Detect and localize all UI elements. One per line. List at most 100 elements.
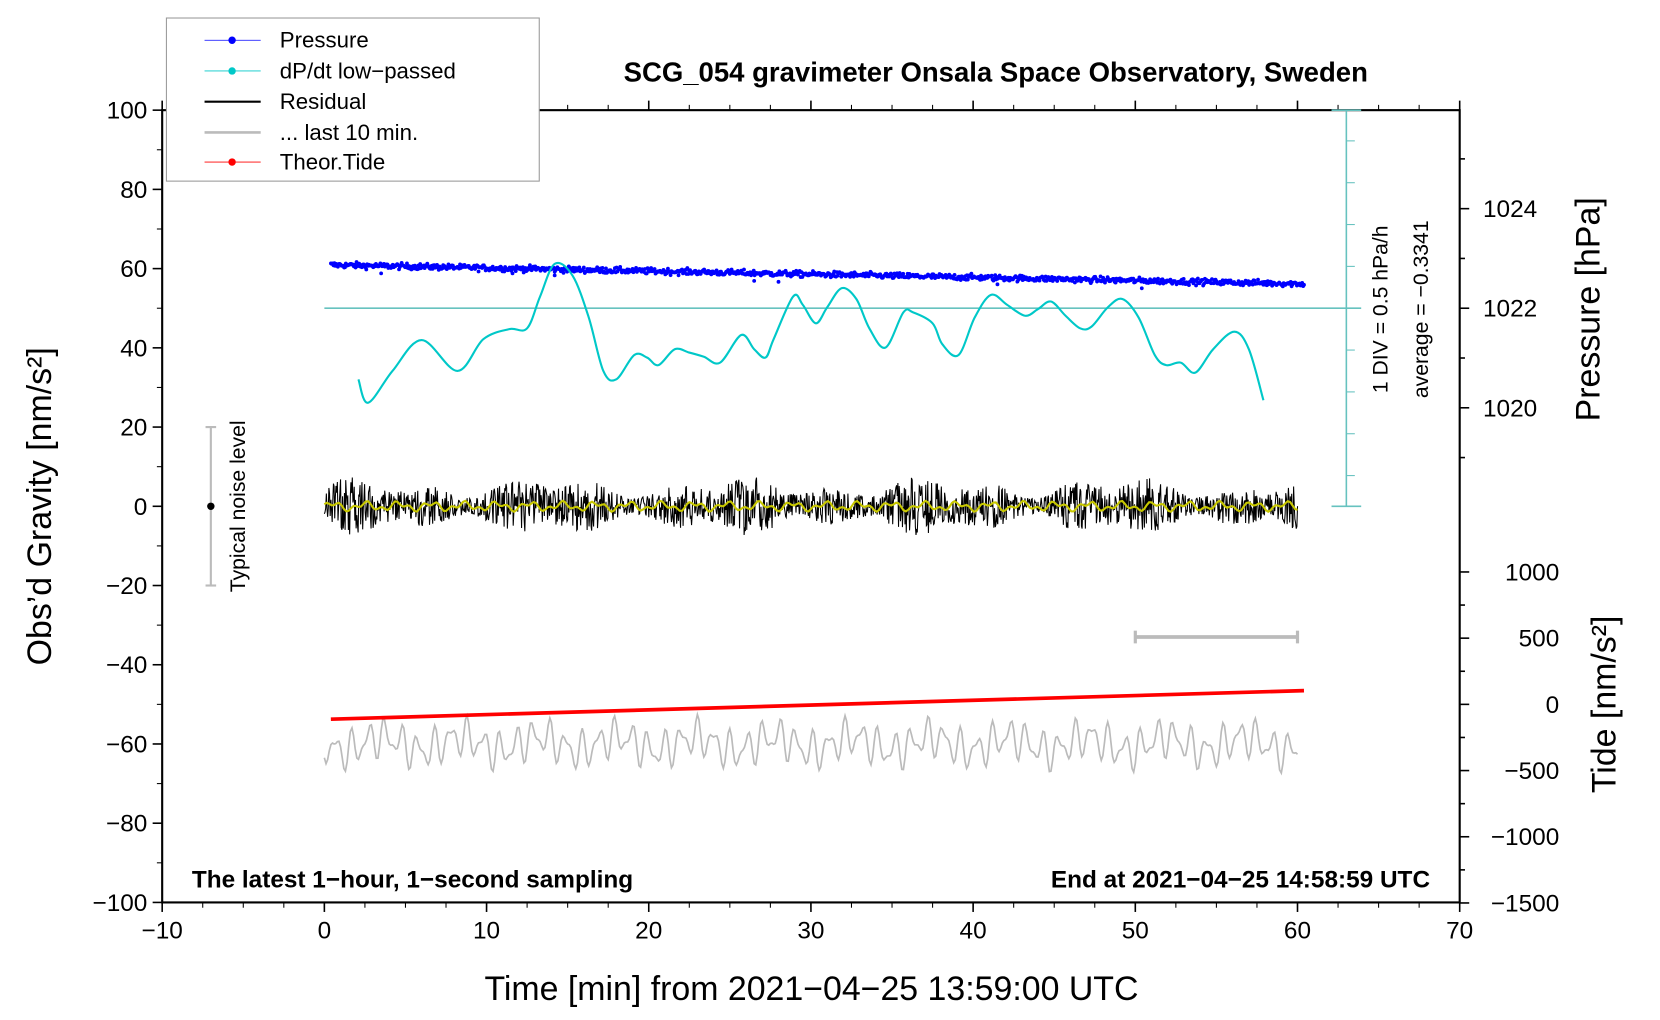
- x-tick-label: 0: [318, 917, 332, 944]
- legend-tide: Theor.Tide: [280, 149, 385, 174]
- pressure-point: [969, 271, 974, 276]
- tide-axis-label: Tide [nm/s²]: [1585, 616, 1623, 794]
- pressure-point: [742, 267, 746, 272]
- pressure-outlier-point: [995, 282, 1000, 287]
- sampling-note: The latest 1−hour, 1−second sampling: [192, 867, 633, 894]
- y-tick-label: −80: [106, 811, 147, 838]
- pressure-point: [702, 267, 707, 272]
- pressure-outlier-point: [510, 271, 515, 276]
- x-tick-label: 70: [1446, 917, 1473, 944]
- tide-tick-label: 1000: [1505, 559, 1559, 586]
- y-tick-label: −100: [92, 890, 147, 917]
- div-scale-note: 1 DIV = 0.5 hPa/h: [1370, 225, 1393, 393]
- y-tick-label: 100: [107, 98, 148, 125]
- legend-tide-marker: [228, 158, 236, 166]
- x-tick-label: −10: [142, 917, 183, 944]
- pressure-tick-label: 1020: [1483, 395, 1537, 422]
- pressure-point: [668, 273, 673, 278]
- legend-dpdt: dP/dt low−passed: [280, 58, 456, 83]
- pressure-point: [1302, 282, 1306, 287]
- pressure-point: [769, 270, 774, 275]
- pressure-point: [1191, 281, 1196, 286]
- y-axis-label: Obs’d Gravity [nm/s²]: [21, 347, 59, 665]
- last10min-line: [323, 711, 1299, 776]
- pressure-point: [1101, 275, 1106, 280]
- pressure-outlier-point: [552, 273, 557, 278]
- pressure-point: [581, 265, 586, 270]
- y-tick-label: −20: [106, 573, 147, 600]
- pressure-point: [1187, 283, 1191, 288]
- tide-tick-label: 500: [1519, 626, 1560, 653]
- legend-dpdt-marker: [228, 67, 236, 75]
- pressure-point: [513, 269, 518, 274]
- series-layer: [205, 109, 1362, 776]
- tide-line: [330, 688, 1305, 722]
- legend-pressure-marker: [228, 36, 236, 44]
- x-axis-label: Time [min] from 2021−04−25 13:59:00 UTC: [484, 970, 1138, 1008]
- pressure-point: [901, 271, 906, 276]
- dpdt-line: [357, 261, 1265, 404]
- noise-level-dot: [207, 502, 215, 510]
- pressure-point: [1194, 283, 1198, 288]
- x-tick-label: 20: [635, 917, 662, 944]
- tide-tick-label: −500: [1504, 758, 1559, 785]
- pressure-point: [476, 269, 481, 274]
- x-tick-label: 60: [1284, 917, 1311, 944]
- x-tick-label: 50: [1122, 917, 1149, 944]
- axes: −10 0 10 20 30 40 50 60 70−100−80−60−40−20020406…: [92, 98, 1559, 945]
- pressure-point: [561, 270, 566, 275]
- pressure-point: [989, 273, 994, 278]
- tide-tick-label: −1000: [1491, 824, 1559, 851]
- pressure-outlier-point: [1139, 286, 1144, 291]
- pressure-point: [1195, 276, 1200, 281]
- pressure-outlier-point: [776, 279, 781, 284]
- pressure-tick-label: 1022: [1483, 296, 1537, 323]
- x-tick-label: 30: [797, 917, 824, 944]
- legend: Pressure dP/dt low−passed Residual ... l…: [165, 17, 540, 182]
- pressure-point: [835, 273, 840, 278]
- pressure-point: [676, 273, 681, 278]
- pressure-axis-label: Pressure [hPa]: [1570, 197, 1608, 421]
- pressure-point: [618, 265, 623, 269]
- pressure-point: [1055, 279, 1060, 283]
- tide-tick-label: 0: [1546, 692, 1560, 719]
- legend-pressure: Pressure: [280, 28, 369, 53]
- pressure-tick-label: 1024: [1483, 196, 1537, 223]
- pressure-point: [652, 267, 657, 271]
- legend-last10: ... last 10 min.: [280, 120, 418, 145]
- pressure-outlier-point: [379, 271, 384, 276]
- x-tick-label: 40: [960, 917, 987, 944]
- y-tick-label: −60: [106, 731, 147, 758]
- end-time-note: End at 2021−04−25 14:58:59 UTC: [1051, 867, 1430, 894]
- residual-smoothed-line: [323, 499, 1298, 514]
- pressure-point: [1037, 278, 1042, 283]
- pressure-point: [1156, 276, 1160, 281]
- pressure-point: [952, 273, 957, 277]
- pressure-point: [649, 266, 654, 270]
- y-tick-label: 60: [120, 256, 147, 283]
- pressure-point: [1014, 275, 1019, 280]
- y-tick-label: 0: [134, 494, 148, 521]
- pressure-series: [329, 260, 1306, 291]
- pressure-point: [604, 266, 608, 271]
- pressure-point: [577, 265, 582, 270]
- legend-residual: Residual: [280, 89, 367, 114]
- y-tick-label: 40: [120, 335, 147, 362]
- average-note: average = −0.3341: [1410, 220, 1433, 398]
- pressure-outlier-point: [752, 278, 757, 283]
- pressure-point: [364, 267, 369, 272]
- x-tick-label: 10: [473, 917, 500, 944]
- noise-level-label: Typical noise level: [227, 420, 250, 592]
- y-tick-label: −40: [106, 652, 147, 679]
- y-tick-label: 20: [120, 415, 147, 442]
- pressure-point: [688, 268, 692, 273]
- pressure-point: [1181, 276, 1186, 281]
- pressure-point: [600, 265, 605, 270]
- pressure-point: [1256, 277, 1260, 282]
- chart-title: SCG_054 gravimeter Onsala Space Observat…: [624, 57, 1368, 88]
- pressure-point: [1211, 281, 1216, 286]
- tide-tick-label: −1500: [1491, 890, 1559, 917]
- y-tick-label: 80: [120, 177, 147, 204]
